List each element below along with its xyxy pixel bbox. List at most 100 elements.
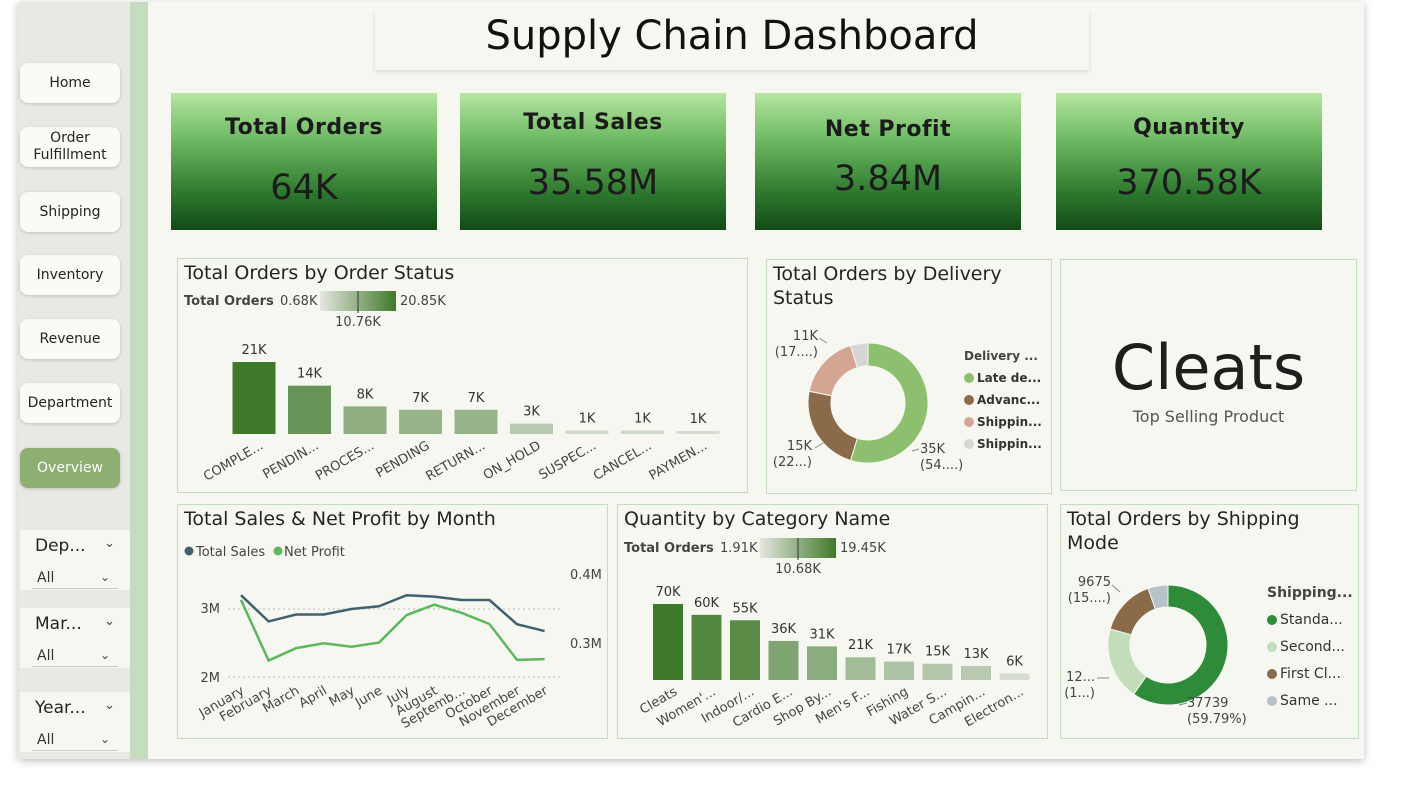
legend-mid-label: 10.68K xyxy=(775,562,821,577)
bar xyxy=(845,657,876,680)
bar xyxy=(510,423,553,434)
kpi-net-profit: Net Profit 3.84M xyxy=(755,93,1021,230)
slicer-underline xyxy=(32,666,118,667)
bar-value-label: 17K xyxy=(886,643,912,658)
chevron-down-icon[interactable]: ⌄ xyxy=(104,698,115,713)
slicer-value[interactable]: All xyxy=(37,570,55,586)
sales-profit-card: Total Sales & Net Profit by Month Total … xyxy=(177,504,608,739)
x-tick-label: April xyxy=(297,683,330,711)
donut-slice xyxy=(849,342,929,464)
donut-slice xyxy=(807,390,858,462)
legend-swatch xyxy=(964,373,974,383)
quantity-category-chart: Total Orders 1.91K 19.45K10.68K70KCleats60… xyxy=(624,538,1030,731)
category-tick-label: PROCES... xyxy=(313,438,377,484)
bar-value-label: 21K xyxy=(848,638,874,653)
bar xyxy=(922,663,953,680)
legend-title: Total Orders xyxy=(184,294,274,309)
nav-overview-button[interactable]: Overview xyxy=(20,448,120,488)
nav-order-fulfillment-button[interactable]: Order Fulfillment xyxy=(20,127,120,167)
y-tick-label: 3M xyxy=(201,602,221,617)
data-label: 35K xyxy=(920,442,946,457)
slicer-title: Mar... xyxy=(35,614,82,634)
bar xyxy=(288,385,331,434)
slicer-underline xyxy=(32,588,118,589)
data-label: 15K xyxy=(787,439,813,454)
bar-value-label: 1K xyxy=(579,412,596,427)
nav-home-button[interactable]: Home xyxy=(20,63,120,103)
bar xyxy=(653,604,683,680)
legend-mid-label: 10.76K xyxy=(335,315,381,330)
department-slicer[interactable]: Dep... ⌄ All ⌄ xyxy=(20,530,130,590)
label-leader-line xyxy=(911,448,920,452)
category-tick-label: CANCEL... xyxy=(591,438,654,483)
donut-slice xyxy=(849,342,869,369)
chevron-down-icon[interactable]: ⌄ xyxy=(100,648,111,662)
legend-swatch xyxy=(1267,696,1277,706)
quantity-category-card: Quantity by Category Name Total Orders 1.… xyxy=(617,504,1048,739)
top-product-label: Top Selling Product xyxy=(1132,407,1285,426)
legend-entry: First Cl... xyxy=(1280,666,1341,682)
dashboard-frame: Home Order Fulfillment Shipping Inventor… xyxy=(18,2,1364,759)
label-leader-line xyxy=(818,337,828,344)
chevron-down-icon[interactable]: ⌄ xyxy=(100,570,111,584)
delivery-status-card: Total Orders by Delivery Status Delivery… xyxy=(766,259,1052,494)
market-slicer[interactable]: Mar... ⌄ All ⌄ xyxy=(20,608,130,668)
chevron-down-icon[interactable]: ⌄ xyxy=(100,732,111,746)
bar xyxy=(565,430,609,434)
data-label: 9675 xyxy=(1078,575,1111,590)
bar-value-label: 36K xyxy=(771,622,797,637)
category-tick-label: ON_HOLD xyxy=(481,438,544,483)
legend-entry: Same ... xyxy=(1280,693,1338,709)
bar-value-label: 70K xyxy=(655,585,681,600)
series-line xyxy=(239,599,545,663)
slicer-title: Dep... xyxy=(35,536,86,556)
bar-value-label: 1K xyxy=(690,412,707,427)
kpi-value: 35.58M xyxy=(527,163,659,203)
donut-slice xyxy=(1109,587,1157,636)
bar-value-label: 3K xyxy=(523,405,540,420)
y-tick-label: 2M xyxy=(201,671,221,686)
legend-swatch xyxy=(273,546,283,556)
legend-title: Total Orders xyxy=(624,541,714,556)
bar-value-label: 31K xyxy=(809,627,835,642)
category-tick-label: RETURN... xyxy=(423,438,488,484)
slicer-underline xyxy=(32,750,118,751)
top-product-card: Cleats Top Selling Product xyxy=(1060,259,1357,491)
slicer-value[interactable]: All xyxy=(37,648,55,664)
data-label: (17....) xyxy=(775,345,818,360)
category-tick-label: PAYMEN... xyxy=(647,438,710,483)
legend-entry: Second... xyxy=(1280,639,1345,655)
nav-shipping-button[interactable]: Shipping xyxy=(20,192,120,232)
y2-tick-label: 0.4M xyxy=(570,568,602,583)
nav-inventory-button[interactable]: Inventory xyxy=(20,255,120,295)
donut-slice xyxy=(1132,584,1229,706)
delivery-status-chart: Delivery ... Late de... Advanc... Shippin..… xyxy=(773,329,1042,473)
kpi-label: Quantity xyxy=(1133,115,1245,140)
bar xyxy=(768,640,799,680)
nav-revenue-button[interactable]: Revenue xyxy=(20,319,120,359)
label-leader-line xyxy=(814,442,824,449)
bar xyxy=(730,620,760,680)
nav-department-button[interactable]: Department xyxy=(20,383,120,423)
chevron-down-icon[interactable]: ⌄ xyxy=(104,536,115,551)
donut-slice xyxy=(1107,628,1147,695)
legend-min-label: 0.68K xyxy=(280,294,318,309)
data-label: (59.79%) xyxy=(1187,712,1247,727)
legend-entry: Standa... xyxy=(1280,612,1343,628)
sidebar-stripe xyxy=(130,2,148,759)
kpi-label: Total Sales xyxy=(523,110,663,135)
legend-max-label: 20.85K xyxy=(400,294,446,309)
legend-entry: Total Sales xyxy=(195,545,265,560)
chevron-down-icon[interactable]: ⌄ xyxy=(104,614,115,629)
label-leader-line xyxy=(1111,584,1121,593)
slicer-value[interactable]: All xyxy=(37,732,55,748)
bar-value-label: 1K xyxy=(634,412,651,427)
kpi-label: Net Profit xyxy=(824,117,952,142)
data-label: (54....) xyxy=(920,458,963,473)
bar-value-label: 60K xyxy=(694,596,720,611)
chart-title: Total Sales & Net Profit by Month xyxy=(184,508,496,530)
legend-title: Shipping... xyxy=(1267,585,1353,601)
year-slicer[interactable]: Year... ⌄ All ⌄ xyxy=(20,692,130,752)
legend-entry: Shippin... xyxy=(977,437,1042,451)
legend-min-label: 1.91K xyxy=(720,541,758,556)
